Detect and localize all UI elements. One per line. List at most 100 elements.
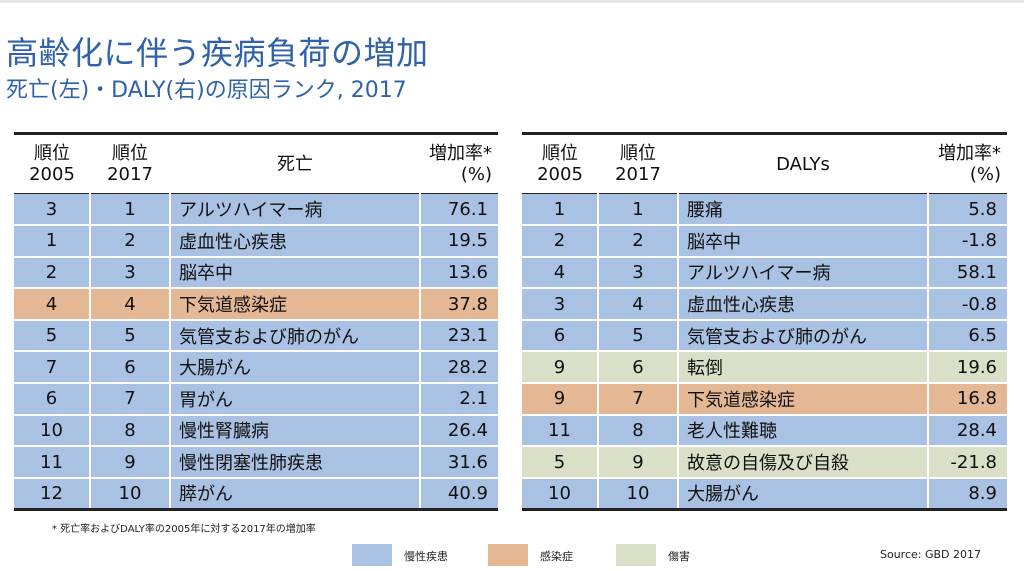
table-row: 9 7 下気道感染症 16.8 [522,383,1007,415]
table-row: 6 5 気管支および肺のがん 6.5 [522,319,1007,352]
increase-rate-cell: 19.5 [447,230,488,252]
table-header-row: 順位 2005 順位 2017 死亡 増加率* (%) [14,134,498,194]
rank-2017-cell: 10 [90,477,171,510]
rank-2017-cell: 6 [598,351,679,384]
cause-name-cell: 腰痛 [678,193,929,226]
rank-2017-cell: 7 [598,383,679,415]
legend-label-chronic: 慢性疾患 [404,550,448,563]
legend-swatch-chronic [352,544,392,566]
deaths-rank-table: 順位 2005 順位 2017 死亡 増加率* (%) 3 1 アルツハイマー病 76.1 1… [14,132,498,511]
rank-2005-cell: 9 [522,351,599,384]
table-row: 7 6 大腸がん 28.2 [14,351,498,384]
increase-rate-cell: 58.1 [956,261,997,283]
increase-rate-cell: 2.1 [459,388,488,410]
rank-2005-cell: 6 [14,383,91,415]
table-row: 1 2 虚血性心疾患 19.5 [14,225,498,257]
rank-2017-cell: 5 [598,319,679,352]
rank-2005-cell: 2 [522,225,599,257]
rank-2005-cell: 11 [522,414,599,447]
cause-name-cell: アルツハイマー病 [170,193,421,226]
source-note: Source: GBD 2017 [880,548,982,561]
rank-2005-cell: 9 [522,383,599,415]
table-row: 3 1 アルツハイマー病 76.1 [14,193,498,226]
cause-name-cell: 故意の自傷及び自殺 [678,446,929,478]
rank-2017-cell: 4 [598,288,679,320]
rank-2017-cell: 2 [598,225,679,257]
table-row: 6 7 胃がん 2.1 [14,383,498,415]
increase-rate-cell: -0.8 [961,293,997,315]
cause-name-cell: アルツハイマー病 [678,256,929,289]
rank-2017-cell: 1 [598,193,679,226]
rank-2017-cell: 10 [598,477,679,510]
cause-name-cell: 虚血性心疾患 [170,225,421,257]
table-row: 4 3 アルツハイマー病 58.1 [522,256,1007,289]
cause-name-cell: 脳卒中 [170,256,421,289]
increase-rate-cell: 19.6 [956,356,997,378]
increase-rate-cell: 6.5 [968,325,997,347]
table-row: 9 6 転倒 19.6 [522,351,1007,384]
table-row: 11 8 老人性難聴 28.4 [522,414,1007,447]
rank-2005-cell: 11 [14,446,91,478]
legend-swatch-infectious [488,544,528,566]
legend-label-injury: 傷害 [668,550,690,563]
increase-rate-cell: 28.4 [956,419,997,441]
rank-2017-cell: 6 [90,351,171,384]
cause-name-cell: 気管支および肺のがん [678,319,929,352]
cause-name-cell: 大腸がん [170,351,421,384]
table-row: 5 5 気管支および肺のがん 23.1 [14,319,498,352]
header-cause-name: 死亡 [277,153,313,175]
rank-2005-cell: 4 [522,256,599,289]
rank-2005-cell: 1 [522,193,599,226]
increase-rate-cell: 28.2 [447,356,488,378]
header-rank-2005: 順位 2005 [537,143,583,185]
dalys-rank-rows: 1 1 腰痛 5.8 2 2 脳卒中 -1.8 4 3 アルツハイマー病 58.1 3 4 虚血性心疾患 -0… [522,193,1007,510]
header-increase-rate: 増加率* (%) [938,143,1001,185]
rank-2005-cell: 2 [14,256,91,289]
rank-2017-cell: 3 [598,256,679,289]
legend-swatch-injury [616,544,656,566]
header-cause-name: DALYs [776,153,830,175]
cause-name-cell: 膵がん [170,477,421,510]
cause-name-cell: 下気道感染症 [170,288,421,320]
rank-2017-cell: 8 [90,414,171,447]
rank-2005-cell: 7 [14,351,91,384]
rank-2017-cell: 3 [90,256,171,289]
table-row: 3 4 虚血性心疾患 -0.8 [522,288,1007,320]
rank-2005-cell: 5 [14,319,91,352]
header-rank-2005: 順位 2005 [29,143,75,185]
rank-2017-cell: 1 [90,193,171,226]
cause-name-cell: 胃がん [170,383,421,415]
increase-rate-cell: 8.9 [968,482,997,504]
increase-rate-cell: 5.8 [968,198,997,220]
increase-rate-cell: 23.1 [447,325,488,347]
header-rank-2017: 順位 2017 [615,143,661,185]
rank-2017-cell: 8 [598,414,679,447]
rank-2005-cell: 10 [14,414,91,447]
cause-name-cell: 大腸がん [678,477,929,510]
table-row: 12 10 膵がん 40.9 [14,477,498,510]
cause-name-cell: 脳卒中 [678,225,929,257]
rank-2005-cell: 1 [14,225,91,257]
table-row: 5 9 故意の自傷及び自殺 -21.8 [522,446,1007,478]
rank-2017-cell: 9 [598,446,679,478]
cause-name-cell: 慢性閉塞性肺疾患 [170,446,421,478]
header-increase-rate: 増加率* (%) [429,143,492,185]
rank-2017-cell: 2 [90,225,171,257]
cause-name-cell: 転倒 [678,351,929,384]
rank-2005-cell: 6 [522,319,599,352]
increase-rate-cell: -1.8 [961,230,997,252]
increase-rate-cell: 26.4 [447,419,488,441]
increase-rate-cell: 16.8 [956,388,997,410]
increase-rate-cell: -21.8 [950,451,997,473]
cause-name-cell: 下気道感染症 [678,383,929,415]
increase-rate-cell: 37.8 [447,293,488,315]
legend-label-infectious: 感染症 [540,550,573,563]
rank-2005-cell: 3 [522,288,599,320]
table-header-row: 順位 2005 順位 2017 DALYs 増加率* (%) [522,134,1007,194]
increase-rate-cell: 31.6 [447,451,488,473]
cause-name-cell: 虚血性心疾患 [678,288,929,320]
rank-2005-cell: 4 [14,288,91,320]
footnote: * 死亡率およびDALY率の2005年に対する2017年の増加率 [52,524,316,535]
cause-name-cell: 老人性難聴 [678,414,929,447]
rank-2017-cell: 7 [90,383,171,415]
